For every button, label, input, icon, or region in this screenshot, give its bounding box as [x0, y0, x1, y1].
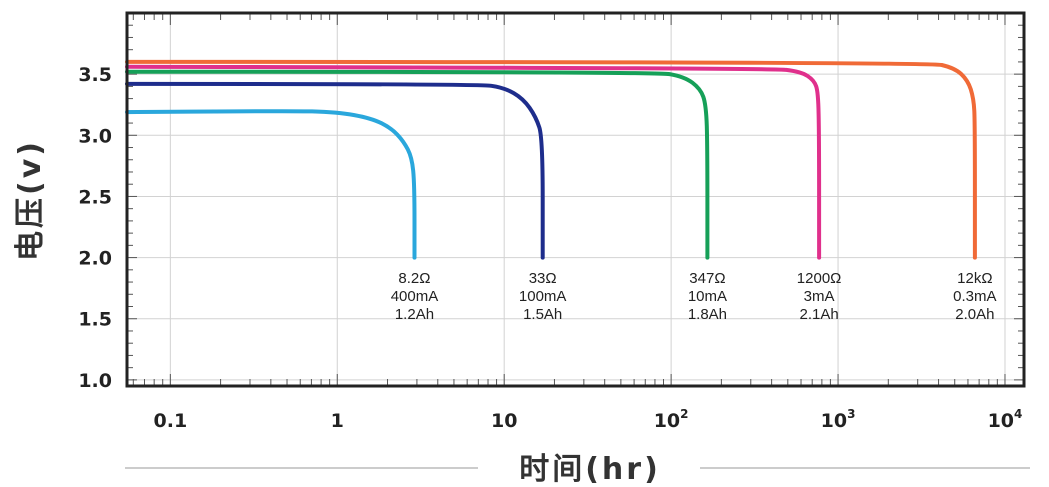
y-axis-title: 电压(v) — [13, 139, 48, 261]
series-line-5 — [125, 59, 977, 260]
series-label-5-line-1: 12kΩ — [957, 270, 992, 287]
grid-lines — [127, 13, 1024, 386]
series-line-3 — [125, 69, 710, 260]
x-tick-label: 1 — [331, 410, 344, 432]
x-tick-label: 102 — [654, 407, 689, 432]
y-tick-labels: 1.0 1.5 2.0 2.5 3.0 3.5 — [78, 64, 112, 392]
y-tick-label: 2.5 — [78, 186, 112, 208]
series-line-2 — [125, 81, 545, 260]
series-label-5-line-3: 2.0Ah — [955, 306, 994, 323]
series-label-3-line-1: 347Ω — [689, 270, 725, 287]
plot-frame — [125, 11, 1026, 388]
y-tick-label: 1.5 — [78, 309, 112, 331]
series-label-2-line-2: 100mA — [519, 288, 567, 305]
x-tick-label: 104 — [988, 407, 1023, 432]
series-label-2-line-1: 33Ω — [529, 270, 557, 287]
series-label-4-line-2: 3mA — [804, 288, 835, 305]
series-label-2-line-3: 1.5Ah — [523, 306, 562, 323]
series-lines — [125, 59, 977, 260]
series-label-4-line-3: 2.1Ah — [800, 306, 839, 323]
series-label-3-line-3: 1.8Ah — [688, 306, 727, 323]
x-axis-title: 时间(hr) — [519, 452, 661, 487]
x-tick-label: 103 — [821, 407, 856, 432]
y-tick-label: 2.0 — [78, 248, 112, 270]
x-tick-label: 0.1 — [154, 410, 188, 432]
series-label-5-line-2: 0.3mA — [953, 288, 996, 305]
x-tick-labels: 0.1 1 10 102 103 104 — [154, 407, 1023, 432]
y-tick-label: 1.0 — [78, 370, 112, 392]
series-label-3-line-2: 10mA — [688, 288, 727, 305]
series-label-1-line-1: 8.2Ω — [398, 270, 430, 287]
y-tick-label: 3.5 — [78, 64, 112, 86]
series-line-4 — [125, 64, 822, 260]
series-label-1-line-3: 1.2Ah — [395, 306, 434, 323]
x-tick-label: 10 — [491, 410, 517, 432]
series-label-1-line-2: 400mA — [391, 288, 439, 305]
series-label-4-line-1: 1200Ω — [797, 270, 842, 287]
y-tick-label: 3.0 — [78, 125, 112, 147]
series-line-1 — [125, 109, 417, 260]
